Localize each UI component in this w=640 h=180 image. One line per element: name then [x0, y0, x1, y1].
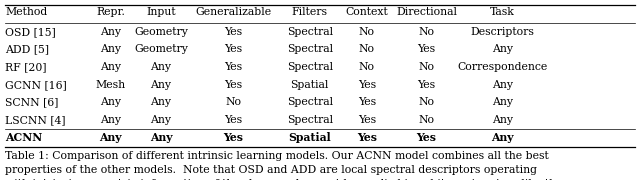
- Text: No: No: [226, 97, 242, 107]
- Text: Any: Any: [492, 80, 513, 90]
- Text: Yes: Yes: [225, 80, 243, 90]
- Text: Mesh: Mesh: [95, 80, 126, 90]
- Text: ADD [5]: ADD [5]: [5, 44, 49, 55]
- Text: LSCNN [4]: LSCNN [4]: [5, 115, 66, 125]
- Text: Generalizable: Generalizable: [196, 7, 271, 17]
- Text: No: No: [419, 62, 435, 72]
- Text: Descriptors: Descriptors: [470, 27, 534, 37]
- Text: No: No: [359, 44, 375, 55]
- Text: Geometry: Geometry: [134, 44, 188, 55]
- Text: Spectral: Spectral: [287, 97, 333, 107]
- Text: SCNN [6]: SCNN [6]: [5, 97, 58, 107]
- Text: GCNN [16]: GCNN [16]: [5, 80, 67, 90]
- Text: Any: Any: [99, 132, 122, 143]
- Text: Any: Any: [491, 132, 514, 143]
- Text: Yes: Yes: [225, 44, 243, 55]
- Text: Yes: Yes: [356, 132, 377, 143]
- Text: Yes: Yes: [358, 97, 376, 107]
- Text: Correspondence: Correspondence: [457, 62, 548, 72]
- Text: Context: Context: [346, 7, 388, 17]
- Text: Yes: Yes: [225, 62, 243, 72]
- Text: No: No: [419, 115, 435, 125]
- Text: No: No: [359, 62, 375, 72]
- Text: Any: Any: [492, 115, 513, 125]
- Text: Yes: Yes: [223, 132, 244, 143]
- Text: Any: Any: [150, 80, 172, 90]
- Text: with intrinsic geometric information of the shape and cannot be applied to arbit: with intrinsic geometric information of …: [5, 179, 563, 180]
- Text: Any: Any: [150, 132, 172, 143]
- Text: No: No: [419, 97, 435, 107]
- Text: Yes: Yes: [417, 80, 436, 90]
- Text: Yes: Yes: [358, 80, 376, 90]
- Text: Yes: Yes: [358, 115, 376, 125]
- Text: Yes: Yes: [225, 27, 243, 37]
- Text: Any: Any: [100, 115, 121, 125]
- Text: Any: Any: [492, 44, 513, 55]
- Text: Spatial: Spatial: [291, 80, 329, 90]
- Text: Spatial: Spatial: [289, 132, 331, 143]
- Text: Any: Any: [100, 97, 121, 107]
- Text: OSD [15]: OSD [15]: [5, 27, 56, 37]
- Text: Input: Input: [146, 7, 176, 17]
- Text: Any: Any: [100, 44, 121, 55]
- Text: RF [20]: RF [20]: [5, 62, 47, 72]
- Text: Any: Any: [492, 97, 513, 107]
- Text: properties of the other models.  Note that OSD and ADD are local spectral descri: properties of the other models. Note tha…: [5, 165, 537, 175]
- Text: Filters: Filters: [292, 7, 328, 17]
- Text: Yes: Yes: [225, 115, 243, 125]
- Text: Geometry: Geometry: [134, 27, 188, 37]
- Text: Any: Any: [100, 27, 121, 37]
- Text: Any: Any: [150, 115, 172, 125]
- Text: Task: Task: [490, 7, 515, 17]
- Text: Spectral: Spectral: [287, 62, 333, 72]
- Text: Repr.: Repr.: [96, 7, 125, 17]
- Text: Spectral: Spectral: [287, 27, 333, 37]
- Text: ACNN: ACNN: [5, 132, 42, 143]
- Text: Any: Any: [150, 62, 172, 72]
- Text: No: No: [419, 27, 435, 37]
- Text: Spectral: Spectral: [287, 44, 333, 55]
- Text: Table 1: Comparison of different intrinsic learning models. Our ACNN model combi: Table 1: Comparison of different intrins…: [5, 151, 549, 161]
- Text: Any: Any: [150, 97, 172, 107]
- Text: Yes: Yes: [417, 132, 436, 143]
- Text: Spectral: Spectral: [287, 115, 333, 125]
- Text: No: No: [359, 27, 375, 37]
- Text: Directional: Directional: [396, 7, 457, 17]
- Text: Method: Method: [5, 7, 47, 17]
- Text: Yes: Yes: [417, 44, 436, 55]
- Text: Any: Any: [100, 62, 121, 72]
